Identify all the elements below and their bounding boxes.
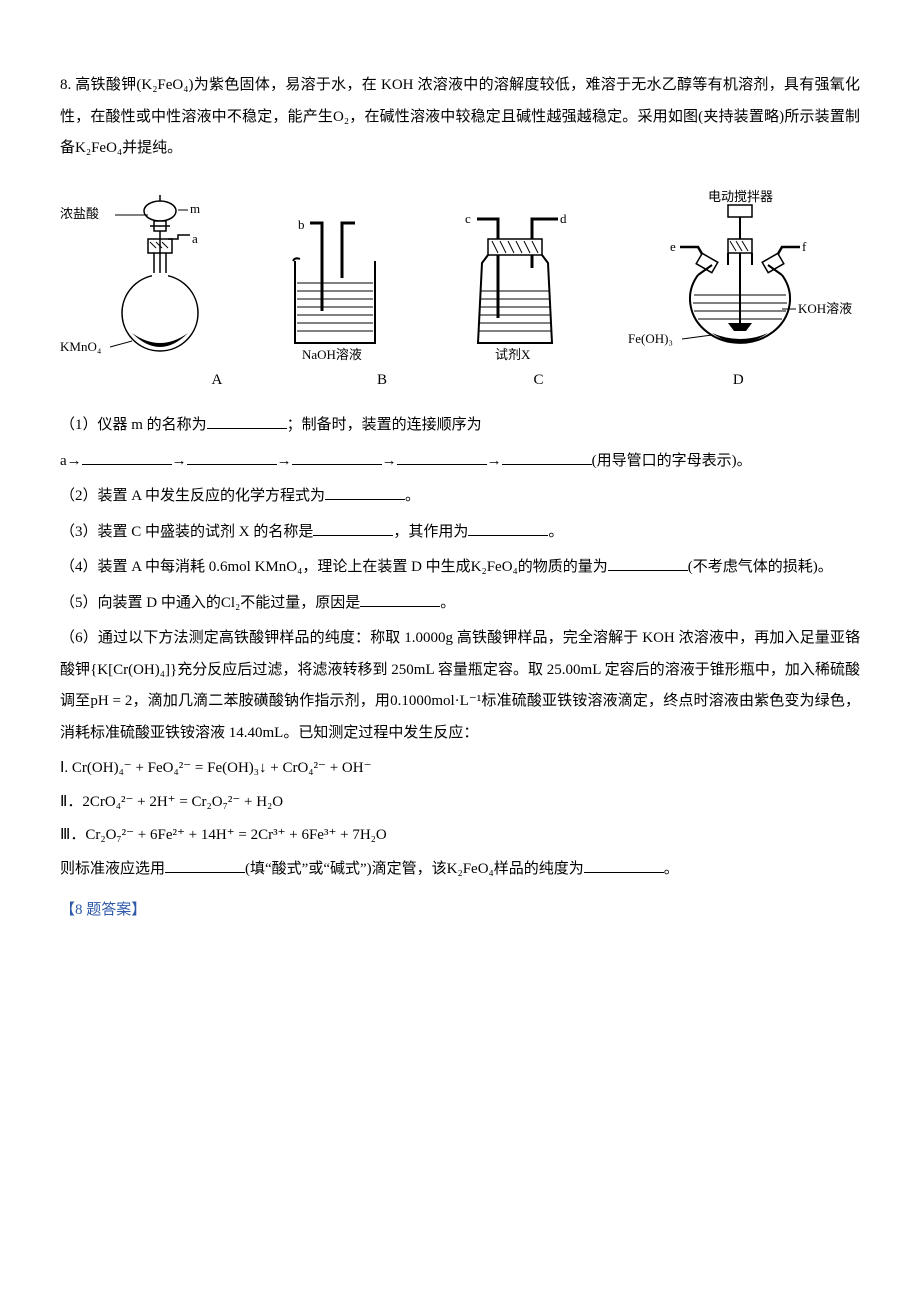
apparatus-d: 电动搅拌器 e f Fe(OH)₃ KOH溶液 <box>620 183 860 363</box>
blank-seq-1[interactable] <box>82 448 172 465</box>
svg-text:电动搅拌器: 电动搅拌器 <box>708 189 773 204</box>
apparatus-b: b NaOH溶液 <box>260 183 410 363</box>
svg-text:a: a <box>192 231 198 246</box>
svg-text:试剂X: 试剂X <box>495 347 531 362</box>
svg-text:KMnO₄: KMnO₄ <box>60 339 102 354</box>
sub-q4: （4）装置 A 中每消耗 0.6mol KMnO₄，理论上在装置 D 中生成K₂… <box>60 552 860 584</box>
bottle-c-svg: c d 试剂X <box>440 183 590 363</box>
sub-q3: （3）装置 C 中盛装的试剂 X 的名称是，其作用为。 <box>60 517 860 549</box>
blank-mol-amount[interactable] <box>608 555 688 572</box>
blank-instrument-m[interactable] <box>207 413 287 430</box>
blank-seq-2[interactable] <box>187 448 277 465</box>
blank-cl2-reason[interactable] <box>360 590 440 607</box>
svg-text:NaOH溶液: NaOH溶液 <box>302 347 362 362</box>
blank-x-function[interactable] <box>468 519 548 536</box>
beaker-b-svg: b NaOH溶液 <box>260 183 410 363</box>
apparatus-labels: A B C D <box>60 365 860 397</box>
svg-text:Fe(OH)₃: Fe(OH)₃ <box>628 331 673 346</box>
sub-q2: （2）装置 A 中发生反应的化学方程式为。 <box>60 481 860 513</box>
svg-text:浓盐酸: 浓盐酸 <box>60 206 99 221</box>
sub-q5: （5）向装置 D 中通入的Cl₂不能过量，原因是。 <box>60 588 860 620</box>
svg-text:b: b <box>298 217 305 232</box>
apparatus-diagram: 浓盐酸 m a KMnO₄ b NaOH溶液 c d <box>60 183 860 363</box>
equation-2: Ⅱ．2CrO₄²⁻ + 2H⁺ = Cr₂O₇²⁻ + H₂O <box>60 787 860 819</box>
question-intro: 8. 高铁酸钾(K₂FeO₄)为紫色固体，易溶于水，在 KOH 浓溶液中的溶解度… <box>60 70 860 165</box>
blank-purity[interactable] <box>584 856 664 873</box>
svg-text:m: m <box>190 201 200 216</box>
flask-d-svg: 电动搅拌器 e f Fe(OH)₃ KOH溶液 <box>620 183 860 363</box>
apparatus-c: c d 试剂X <box>440 183 590 363</box>
q-number: 8. <box>60 77 71 93</box>
sub-q1-line1: （1）仪器 m 的名称为；制备时，装置的连接顺序为 <box>60 410 860 442</box>
blank-reagent-x[interactable] <box>313 519 393 536</box>
svg-text:c: c <box>465 211 471 226</box>
equation-1: Ⅰ. Cr(OH)₄⁻ + FeO₄²⁻ = Fe(OH)₃↓ + CrO₄²⁻… <box>60 753 860 785</box>
blank-seq-3[interactable] <box>292 448 382 465</box>
answer-heading: 【8 题答案】 <box>60 895 860 927</box>
flask-a-svg: 浓盐酸 m a KMnO₄ <box>60 183 230 363</box>
blank-seq-5[interactable] <box>502 448 592 465</box>
blank-burette-type[interactable] <box>165 856 245 873</box>
svg-text:d: d <box>560 211 567 226</box>
sub-q6: （6）通过以下方法测定高铁酸钾样品的纯度：称取 1.0000g 高铁酸钾样品，完… <box>60 623 860 749</box>
svg-text:KOH溶液: KOH溶液 <box>798 301 852 316</box>
apparatus-a: 浓盐酸 m a KMnO₄ <box>60 183 230 363</box>
blank-seq-4[interactable] <box>397 448 487 465</box>
svg-text:e: e <box>670 239 676 254</box>
svg-text:f: f <box>802 239 807 254</box>
sub-q1-line2: a→→→→→(用导管口的字母表示)。 <box>60 446 860 478</box>
blank-equation-a[interactable] <box>325 484 405 501</box>
equation-3: Ⅲ．Cr₂O₇²⁻ + 6Fe²⁺ + 14H⁺ = 2Cr³⁺ + 6Fe³⁺… <box>60 820 860 852</box>
sub-q7: 则标准液应选用(填“酸式”或“碱式”)滴定管，该K₂FeO₄样品的纯度为。 <box>60 854 860 886</box>
